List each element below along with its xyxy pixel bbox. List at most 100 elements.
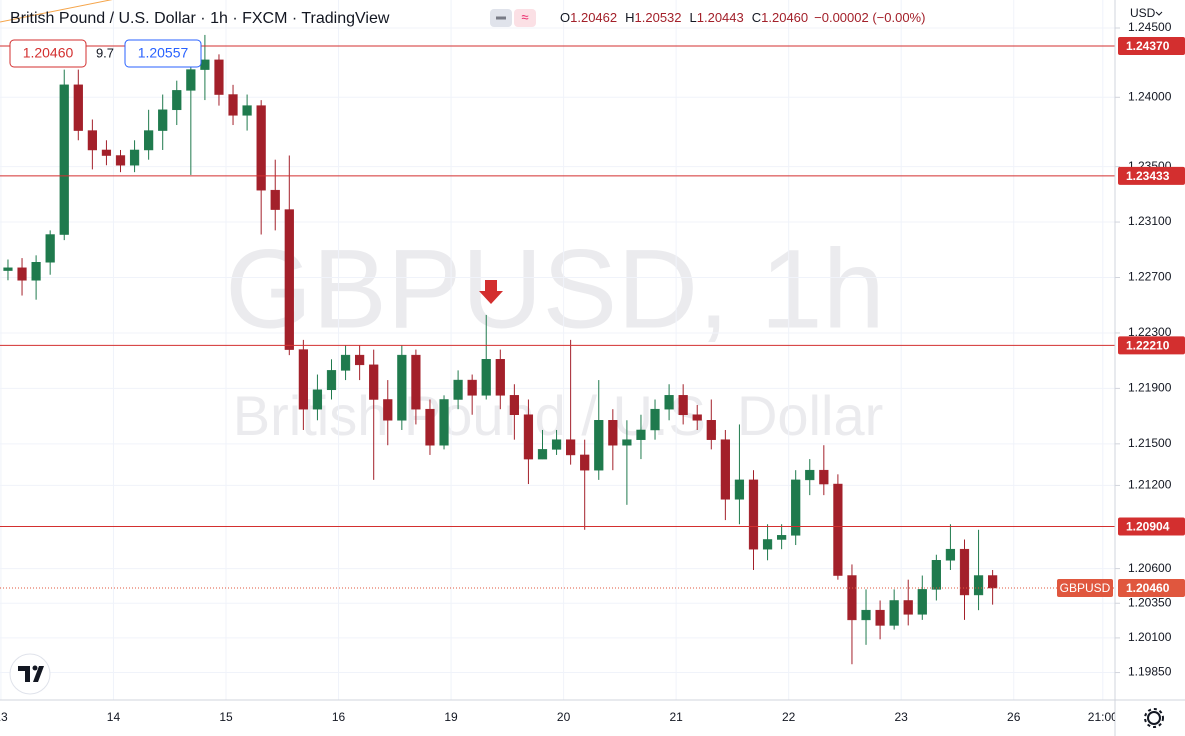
ohlc-key: C [752,10,761,25]
candle-body [73,84,83,131]
x-tick-label: 20 [557,710,571,724]
candle-body [495,359,505,396]
candle-body [678,395,688,415]
candle-body [875,609,885,626]
candle-body [580,454,590,471]
ohlc-key: L [690,10,697,25]
buy-button[interactable] [124,39,202,68]
candle-body [298,349,308,410]
candle-body [129,149,140,166]
candle-body [369,364,379,400]
candle-body [439,399,449,446]
ohlc-legend: O1.20462 H1.20532 L1.20443 C1.20460 −0.00002… [560,10,925,25]
candle-body [973,575,984,596]
chart-title: British Pound / U.S. Dollar · 1h · FXCM … [10,10,390,27]
candle-body [903,600,913,615]
y-tick-label: 1.20100 [1128,630,1172,644]
candle-body [242,105,252,116]
candle-body [833,483,843,576]
candle-body [383,399,393,421]
candle-body [777,535,787,540]
symbol-label-bg [1057,579,1113,597]
candle-body [200,59,210,70]
candle-body [3,267,13,271]
ohlc-key: O [560,10,570,25]
order-panel: 1.20460 9.7 1.20557 [9,39,202,68]
candle-body [664,395,674,410]
candle-body [889,600,899,626]
axis-labels: 1.24370 1.23433 1.22210 1.20904 GBPUSD 1.2046… [1057,37,1185,597]
level-label-bg [1118,517,1185,536]
level-label: 1.24370 [1126,39,1170,53]
price-axis-bg [1115,0,1185,736]
currency[interactable]: USD [1130,6,1156,20]
symbol-label: GBPUSD [1060,581,1111,595]
candle-body [608,420,618,446]
spread: 9.7 [96,45,114,60]
ohlc-value: 1.20443 [697,10,744,25]
ohlc-value: 1.20460 [761,10,808,25]
grid [0,0,1115,700]
x-tick-label: 19 [444,710,458,724]
candle-body [509,395,519,415]
x-tick-label: 23 [895,710,909,724]
x-tick-label: 13 [0,710,8,724]
candle-body [734,479,745,500]
candle-body [45,234,55,263]
candle-body [87,130,97,151]
candle-body [340,354,351,371]
y-tick-label: 1.20600 [1128,561,1172,575]
candle-body [917,589,927,615]
levels [0,45,1115,589]
candle-body [523,414,534,460]
toggle[interactable] [514,9,536,27]
candle-body [636,429,646,440]
level-label-bg [1118,166,1185,185]
candle-body [748,479,759,550]
candle-body [861,609,871,621]
level-label: 1.22210 [1126,339,1170,353]
logo-dot [32,665,38,671]
watermark-name: British Pound / U.S. Dollar [233,384,883,447]
candle-body [551,439,562,450]
candle-body [158,109,168,131]
y-tick-label: 1.22300 [1128,325,1172,339]
sell-button[interactable] [9,39,87,68]
candle-body [425,408,435,446]
chevron [1155,11,1163,16]
level-label: 1.23433 [1126,169,1170,183]
y-tick-label: 1.24500 [1128,20,1172,34]
tv-logo[interactable] [9,653,51,695]
level-label-bg [1118,37,1185,56]
candle-body [720,439,730,500]
settings[interactable] [1144,708,1164,728]
candle-body [706,420,716,440]
arrow-marker [479,280,503,304]
candle-body [481,359,491,396]
logo-mark [18,666,44,682]
candle-body [411,354,421,410]
candle-body [115,155,126,166]
y-tick-label: 1.21900 [1128,381,1172,395]
x-tick-label: 22 [782,710,796,724]
axes: 1.245001.240001.235001.231001.227001.223… [0,20,1172,724]
candle-body [847,575,857,621]
toggle-icon: ≈ [521,9,528,24]
gear-icon[interactable] [1147,711,1161,725]
y-tick-label: 1.24000 [1128,89,1172,103]
level-label: 1.20904 [1126,520,1170,534]
header: British Pound / U.S. Dollar · 1h · FXCM … [10,6,1163,27]
candle-body [622,439,632,446]
x-tick-label: 21 [669,710,683,724]
last-price-label: 1.20460 [1126,581,1170,595]
ohlc-value: 1.20462 [570,10,617,25]
candle-body [326,370,337,391]
candle-body [284,209,294,350]
candle-body [101,149,112,156]
ohlc-value: 1.20532 [635,10,682,25]
y-tick-label: 1.21500 [1128,436,1172,450]
candle-body [819,469,829,485]
candle-body [566,439,576,456]
y-tick-label: 1.23100 [1128,214,1172,228]
ohlc-change: −0.00002 (−0.00%) [814,10,925,25]
